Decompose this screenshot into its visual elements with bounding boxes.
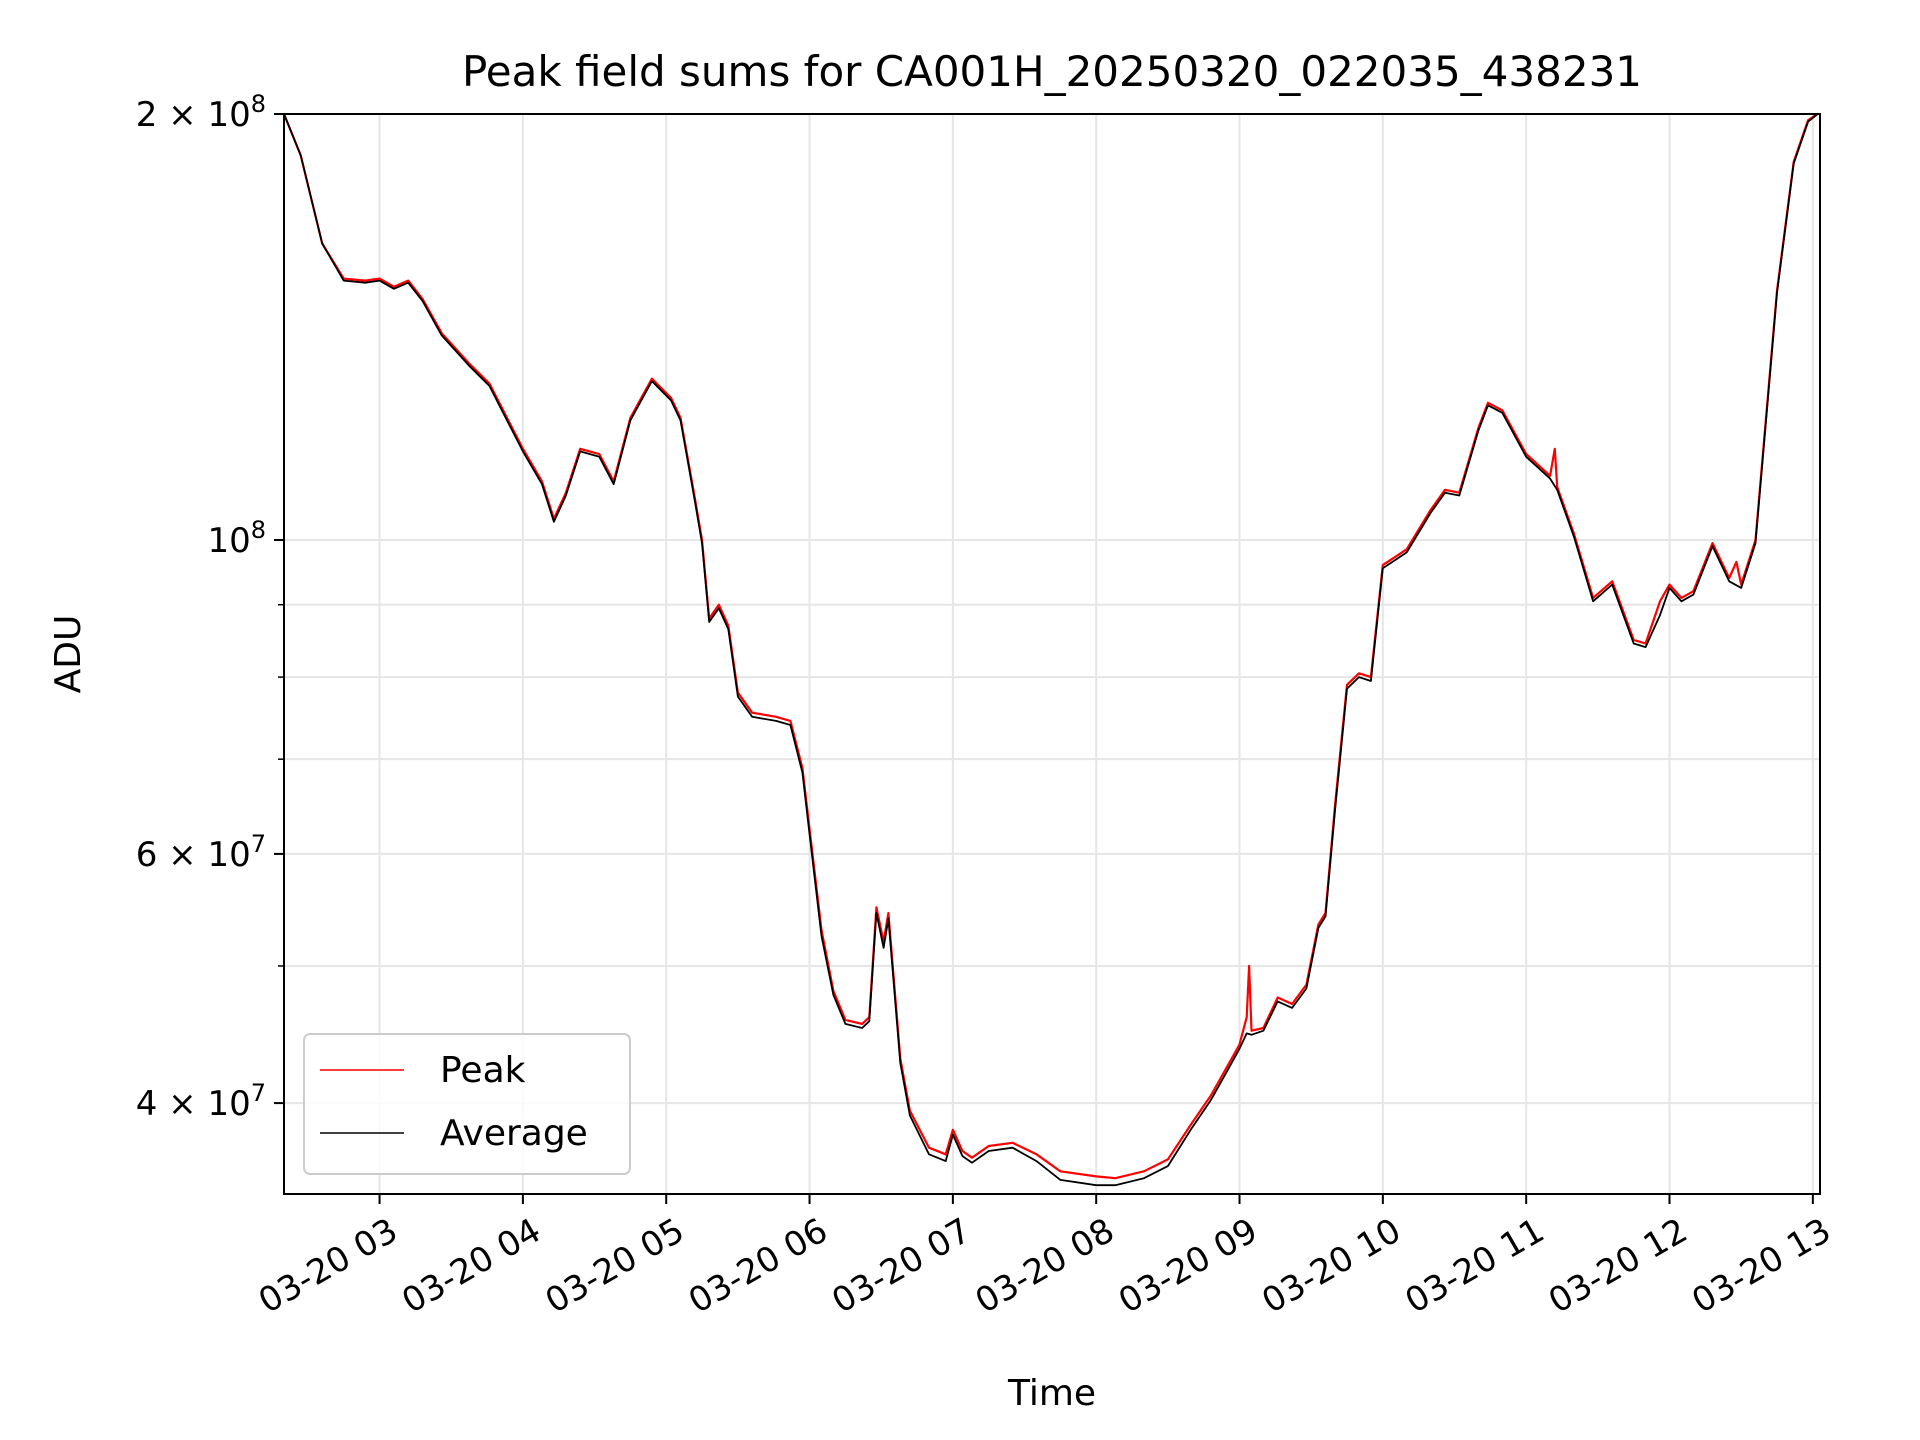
y-tick-label: 6 × 107	[136, 830, 266, 875]
legend: Peak Average	[303, 1033, 631, 1175]
y-tick-label: 4 × 107	[136, 1079, 266, 1124]
x-axis-label: Time	[1007, 1373, 1096, 1414]
y-tick-label: 108	[207, 516, 266, 561]
y-axis: 2 × 108 108 6 × 107 4 × 107	[136, 90, 284, 1124]
y-tick-label: 2 × 108	[136, 90, 266, 135]
plot-frame	[283, 113, 1821, 1195]
series-layer	[284, 114, 1819, 1187]
y-axis-label: ADU	[48, 615, 89, 694]
series-line-average	[284, 114, 1819, 1187]
legend-box	[303, 1033, 631, 1175]
series-line-peak	[284, 114, 1819, 1180]
chart-title: Peak field sums for CA001H_20250320_0220…	[462, 47, 1642, 96]
legend-label-average: Average	[440, 1113, 588, 1154]
grid	[284, 113, 1820, 1194]
legend-label-peak: Peak	[440, 1050, 526, 1091]
